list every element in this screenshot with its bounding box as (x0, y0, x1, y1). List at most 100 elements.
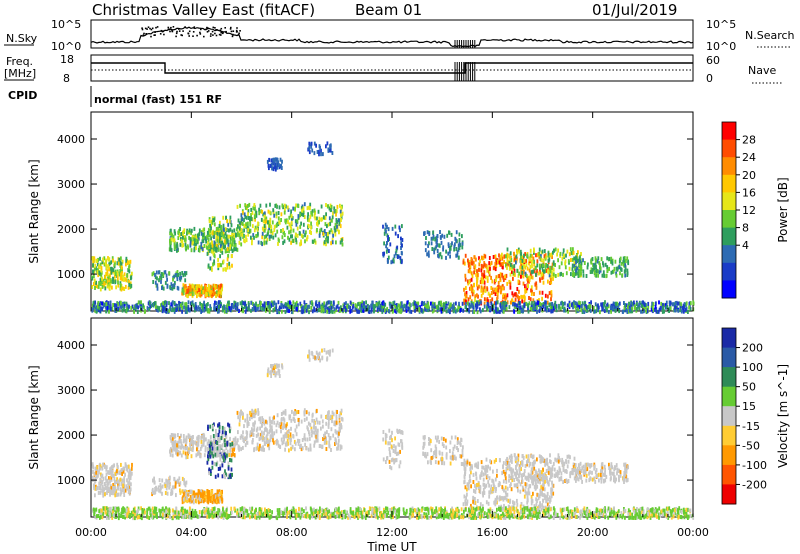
heatmap-cell (328, 216, 331, 221)
heatmap-cell (274, 157, 277, 162)
heatmap-cell (316, 221, 318, 226)
heatmap-cell (532, 307, 535, 312)
heatmap-cell (677, 301, 680, 306)
heatmap-cell (577, 250, 579, 255)
heatmap-cell (505, 263, 507, 268)
heatmap-cell (583, 310, 586, 314)
heatmap-cell (424, 248, 427, 253)
heatmap-cell (589, 270, 592, 274)
heatmap-cell (318, 216, 321, 221)
heatmap-cell (538, 271, 540, 276)
heatmap-cell (500, 254, 502, 259)
heatmap-cell (229, 473, 232, 478)
heatmap-cell (276, 309, 279, 313)
heatmap-cell (212, 291, 215, 296)
heatmap-cell (378, 300, 381, 305)
heatmap-cell (221, 474, 224, 479)
heatmap-cell (241, 305, 243, 310)
heatmap-cell (206, 230, 209, 235)
heatmap-cell (447, 251, 450, 256)
heatmap-cell (205, 437, 207, 442)
heatmap-cell (563, 253, 565, 258)
heatmap-cell (184, 498, 187, 503)
heatmap-cell (102, 462, 104, 467)
heatmap-cell (480, 255, 483, 260)
heatmap-cell (208, 471, 210, 476)
heatmap-cell (96, 262, 99, 267)
heatmap-cell (232, 247, 235, 252)
heatmap-cell (521, 299, 524, 304)
heatmap-cell (124, 308, 127, 313)
heatmap-cell (549, 269, 552, 274)
heatmap-cell (625, 303, 628, 308)
heatmap-cell (320, 426, 322, 431)
heatmap-cell (95, 307, 98, 312)
heatmap-cell (202, 303, 204, 308)
heatmap-cell (423, 301, 426, 306)
heatmap-cell (673, 308, 676, 313)
heatmap-cell (260, 435, 263, 439)
heatmap-cell (583, 306, 586, 311)
heatmap-cell (355, 306, 358, 311)
heatmap-cell (440, 305, 443, 310)
heatmap-cell (647, 305, 650, 310)
heatmap-cell (474, 298, 476, 303)
heatmap-cell (297, 214, 300, 219)
heatmap-cell (267, 229, 270, 234)
heatmap-cell (534, 306, 536, 311)
heatmap-cell (529, 297, 532, 302)
heatmap-cell (208, 219, 211, 224)
heatmap-cell (216, 448, 218, 453)
heatmap-cell (241, 300, 244, 305)
heatmap-cell (246, 204, 249, 208)
freq-tick-top: 18 (60, 53, 74, 66)
heatmap-cell (228, 300, 230, 305)
heatmap-cell (169, 475, 171, 480)
heatmap-cell (97, 284, 100, 289)
heatmap-cell (303, 408, 306, 413)
heatmap-cell (294, 307, 297, 312)
heatmap-cell (392, 308, 394, 313)
heatmap-cell (692, 300, 695, 305)
heatmap-cell (280, 212, 283, 217)
heatmap-cell (240, 228, 243, 233)
heatmap-cell (516, 287, 519, 291)
heatmap-cell (555, 308, 558, 313)
heatmap-cell (302, 229, 305, 234)
heatmap-cell (216, 446, 219, 451)
nsky-dot (229, 28, 232, 30)
heatmap-cell (207, 227, 210, 232)
heatmap-cell (343, 307, 345, 312)
heatmap-cell (380, 308, 383, 313)
heatmap-cell (495, 288, 497, 293)
heatmap-cell (291, 444, 294, 449)
heatmap-cell (126, 261, 129, 266)
heatmap-cell (200, 444, 203, 449)
heatmap-cell (164, 300, 167, 305)
colorbar-segment (722, 192, 736, 211)
heatmap-cell (685, 301, 688, 306)
heatmap-cell (154, 490, 156, 495)
heatmap-cell (403, 303, 406, 308)
heatmap-cell (210, 219, 213, 224)
heatmap-cell (199, 292, 201, 297)
heatmap-cell (298, 231, 301, 235)
heatmap-cell (220, 245, 223, 250)
heatmap-cell (488, 272, 491, 277)
heatmap-cell (395, 306, 398, 311)
nsky-dot (168, 28, 171, 31)
heatmap-cell (396, 303, 398, 307)
heatmap-cell (112, 488, 115, 493)
heatmap-cell (503, 259, 505, 264)
heatmap-cell (217, 292, 220, 297)
heatmap-cell (123, 493, 126, 497)
heatmap-cell (159, 483, 162, 488)
heatmap-cell (277, 443, 280, 448)
heatmap-cell (530, 285, 533, 290)
heatmap-cell (292, 306, 294, 311)
heatmap-cell (311, 309, 314, 314)
nsky-dot (142, 34, 145, 36)
heatmap-cell (517, 273, 520, 278)
heatmap-cell (272, 416, 274, 421)
heatmap-cell (637, 304, 639, 309)
